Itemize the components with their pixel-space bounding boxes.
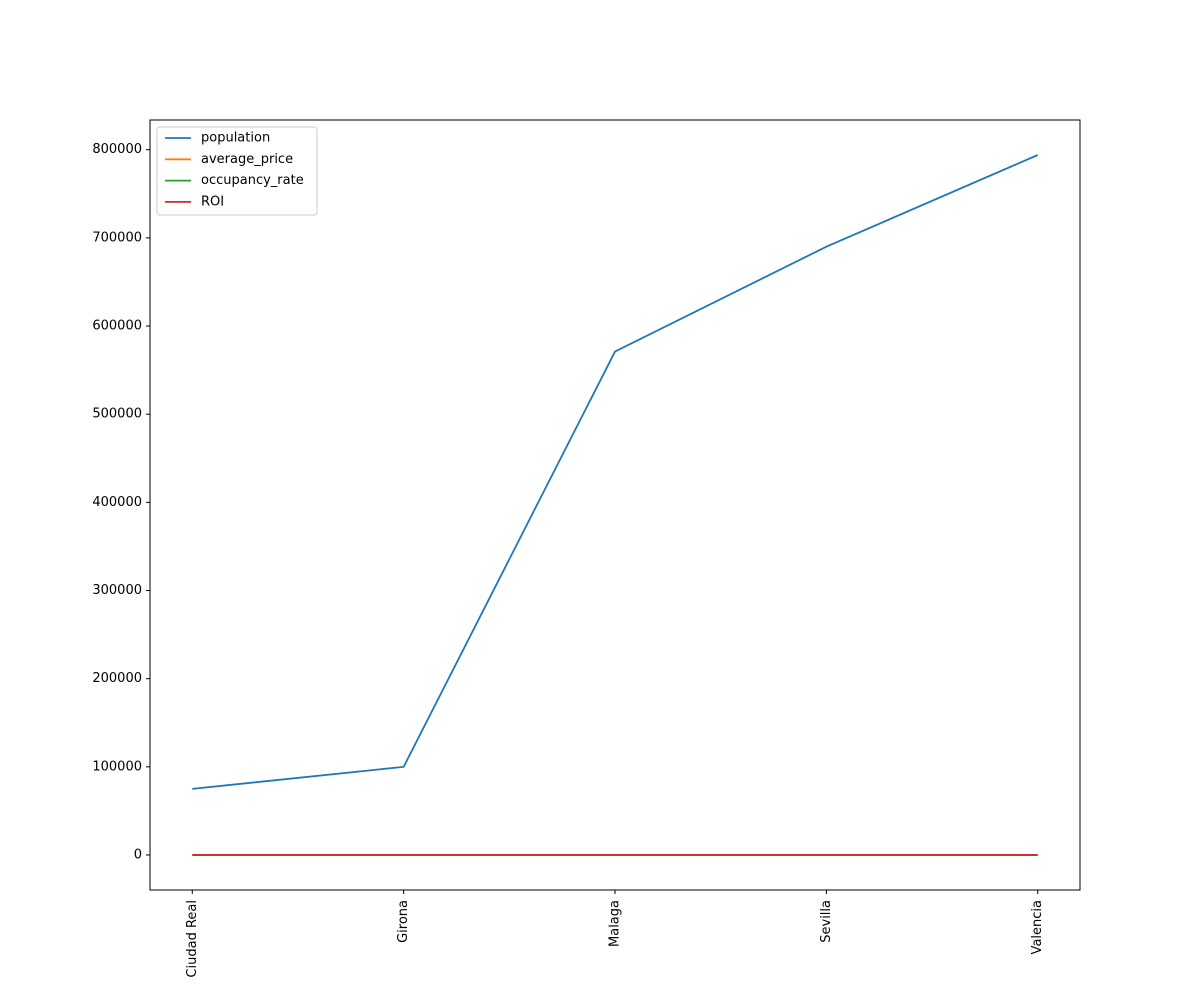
x-tick-label: Sevilla — [819, 900, 834, 943]
y-tick-label: 700000 — [92, 230, 142, 245]
y-tick-label: 600000 — [92, 319, 142, 334]
y-tick-label: 200000 — [92, 671, 142, 686]
y-tick-label: 800000 — [92, 142, 142, 157]
series-line — [192, 154, 1039, 790]
legend: population average_price occupancy_rate ROI — [156, 126, 318, 216]
legend-box — [156, 126, 318, 216]
legend-label: occupancy_rate — [201, 173, 304, 188]
x-tick-label: Ciudad Real — [185, 900, 200, 978]
legend-label: average_price — [201, 152, 293, 167]
plot-frame — [149, 119, 1081, 891]
x-tick-label: Malaga — [608, 900, 623, 947]
legend-label: ROI — [201, 194, 224, 209]
x-tick-label: Valencia — [1030, 900, 1045, 954]
y-tick-label: 0 — [134, 848, 142, 863]
y-tick-label: 500000 — [92, 407, 142, 422]
y-tick-label: 400000 — [92, 495, 142, 510]
legend-label: population — [201, 131, 270, 146]
y-tick-label: 300000 — [92, 583, 142, 598]
y-tick-label: 100000 — [92, 759, 142, 774]
x-tick-label: Girona — [396, 900, 411, 943]
